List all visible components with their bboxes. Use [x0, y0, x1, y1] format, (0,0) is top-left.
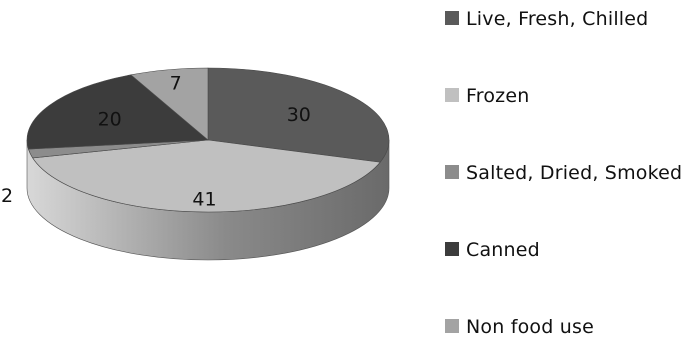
legend-swatch [445, 242, 459, 256]
pie-slice-frozen [32, 139, 381, 213]
legend: Live, Fresh, Chilled Frozen Salted, Dried,… [445, 8, 682, 338]
pie-slice-live-fresh-chilled [207, 67, 390, 163]
data-label: 41 [192, 189, 216, 211]
data-label: 2 [1, 185, 13, 207]
legend-label: Frozen [466, 85, 529, 107]
pie-slice-canned [26, 74, 209, 150]
pie-top-face [26, 67, 390, 213]
data-label: 20 [98, 108, 122, 130]
legend-label: Canned [466, 239, 540, 261]
data-label: 7 [170, 72, 182, 94]
legend-label: Salted, Dried, Smoked [466, 162, 682, 184]
legend-label: Non food use [466, 316, 594, 338]
legend-swatch [445, 319, 459, 333]
pie-slice-non-food-use [130, 67, 209, 141]
legend-label: Live, Fresh, Chilled [466, 8, 648, 30]
data-labels: 30 41 2 20 7 [1, 72, 311, 210]
legend-swatch [445, 11, 459, 25]
legend-swatch [445, 165, 459, 179]
data-label: 30 [287, 104, 311, 126]
legend-swatch [445, 88, 459, 102]
